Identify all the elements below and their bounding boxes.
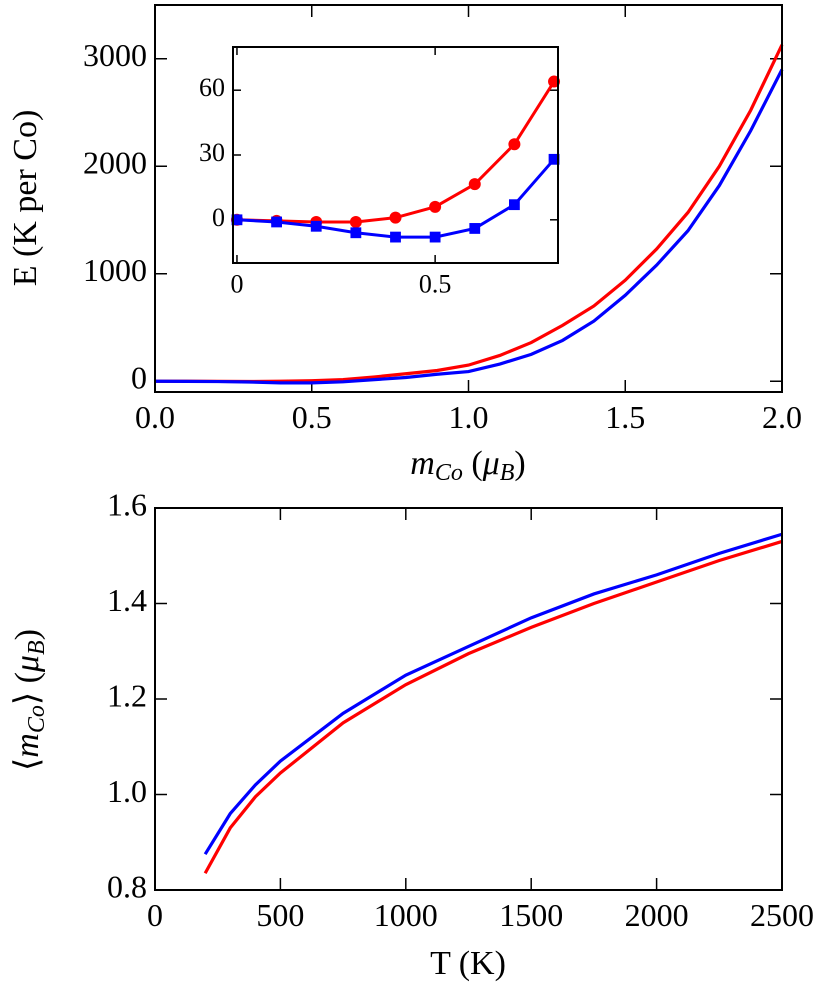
marker [468,178,481,191]
y-tick-label: 1.4 [107,582,147,618]
marker [548,153,560,165]
marker [390,231,401,243]
marker [469,223,481,234]
x-tick-label: 2500 [750,897,814,933]
x-tick-label: 1000 [374,897,438,933]
plot-area [233,47,558,263]
y-tick-label: 1.6 [107,486,147,522]
x-tick-label: 1500 [499,897,563,933]
marker [231,214,243,226]
y-tick-label: 60 [199,73,225,102]
x-tick-label: 500 [256,897,304,933]
x-axis-label: mCo (μB) [410,445,525,486]
marker [310,220,322,232]
marker [350,227,362,239]
y-axis-label: ⟨mCo⟩ (μB) [9,629,50,771]
marker [509,199,520,211]
x-tick-label: 2000 [625,897,689,933]
x-tick-label: 0 [230,269,243,298]
marker [349,215,362,228]
y-tick-label: 2000 [83,145,147,181]
x-tick-label: 2.0 [762,399,802,435]
marker [508,138,521,151]
data-line [154,68,784,385]
plot-area [155,508,782,890]
y-tick-label: 1.0 [107,773,147,809]
x-tick-label: 0 [147,897,163,933]
axes-frame [154,507,783,891]
axes-frame [232,46,559,264]
x-tick-label: 0.0 [135,399,175,435]
axes-frame [154,4,783,393]
data-line [203,539,783,875]
y-tick-label: 1.2 [107,677,147,713]
y-tick-label: 0 [212,203,225,232]
x-axis-label: T (K) [430,945,506,982]
data-line [203,532,783,856]
y-axis-label: E (K per Co) [7,110,44,287]
y-tick-label: 1000 [83,252,147,288]
marker [429,200,442,213]
y-tick-label: 0.8 [107,868,147,904]
marker [389,211,402,224]
marker [271,216,282,228]
x-tick-label: 1.0 [449,399,489,435]
x-tick-label: 0.5 [292,399,332,435]
y-tick-label: 3000 [83,37,147,73]
marker [429,231,441,243]
x-tick-label: 0.5 [419,269,452,298]
y-tick-label: 30 [199,138,225,167]
y-tick-label: 0 [131,360,147,396]
x-tick-label: 1.5 [605,399,645,435]
